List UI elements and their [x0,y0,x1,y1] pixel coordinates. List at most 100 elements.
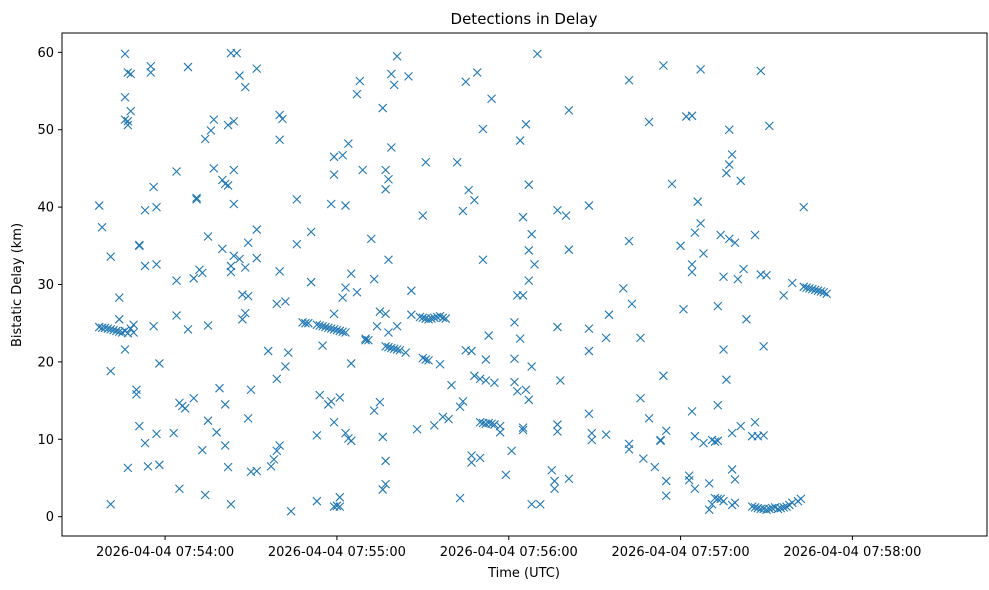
data-point [429,420,439,430]
data-point [278,114,287,124]
data-point [209,164,219,173]
data-point [152,202,161,212]
data-point [172,276,181,286]
data-point [435,359,445,369]
data-point [564,105,574,115]
data-point [458,396,468,406]
data-point [335,492,345,502]
data-point [223,181,233,190]
data-point [624,75,634,85]
data-point [129,328,138,337]
data-point [321,322,330,332]
data-point [332,325,342,335]
data-point [650,462,660,472]
data-point [604,310,614,320]
data-point [172,167,181,176]
data-point [189,393,199,403]
data-point [369,406,379,416]
data-point [100,323,110,333]
data-point [326,396,336,406]
data-point [467,458,476,467]
data-point [318,321,327,331]
data-point [447,380,456,390]
data-point [352,287,362,297]
data-point [805,283,814,293]
data-point [730,498,740,508]
y-axis-label: Bistatic Delay (km) [10,223,25,347]
data-point [412,424,422,434]
data-point [220,441,230,450]
data-point [123,116,133,126]
data-point [704,505,714,515]
data-point [275,441,285,450]
data-point [764,121,774,131]
data-point [564,245,574,255]
data-point [346,359,356,368]
data-point [140,261,150,271]
data-point [518,425,528,435]
data-point [521,385,531,395]
y-tick-label: 30 [37,278,54,293]
data-point [421,355,431,364]
data-point [220,179,230,189]
data-point [527,499,537,509]
data-point [787,498,797,508]
data-point [659,61,668,70]
data-point [553,427,562,436]
data-point [722,375,731,385]
data-point [687,259,697,269]
data-point [535,499,545,509]
data-point [810,285,820,295]
data-point [266,461,276,471]
data-point [421,157,431,167]
data-point [510,318,519,327]
data-point [404,71,413,81]
data-point [301,318,310,328]
data-point [338,293,348,303]
data-point [329,324,339,334]
data-point [555,376,565,385]
data-point [458,206,468,216]
data-point [341,201,350,210]
data-point [389,344,399,354]
data-point [355,76,365,86]
data-point [229,165,239,175]
data-point [438,412,448,422]
y-tick-label: 50 [37,123,54,138]
data-point [252,253,262,263]
data-point [750,230,760,240]
data-point [429,313,439,323]
data-point [335,502,345,511]
data-point [762,505,771,515]
data-point [275,110,285,120]
data-point [134,421,144,431]
data-point [779,290,789,300]
data-point [553,205,562,215]
data-point [143,461,153,471]
data-point [759,342,769,351]
data-point [306,227,316,237]
data-point [719,272,728,282]
data-point [521,119,531,129]
data-point [724,234,734,244]
data-point [819,287,829,297]
data-point [739,264,748,274]
data-point [418,211,428,221]
data-point [361,335,370,345]
data-point [152,429,161,439]
data-point [172,311,181,320]
data-point [530,259,539,269]
data-point [461,77,471,87]
data-point [487,419,496,429]
data-point [782,502,791,511]
data-point [584,346,594,356]
x-tick-label: 2026-04-04 07:56:00 [440,545,578,560]
data-point [272,299,282,309]
data-point [464,185,474,195]
data-point [661,426,671,436]
data-point [386,343,396,353]
data-point [472,68,482,77]
data-point [215,383,224,393]
data-point [550,484,559,494]
